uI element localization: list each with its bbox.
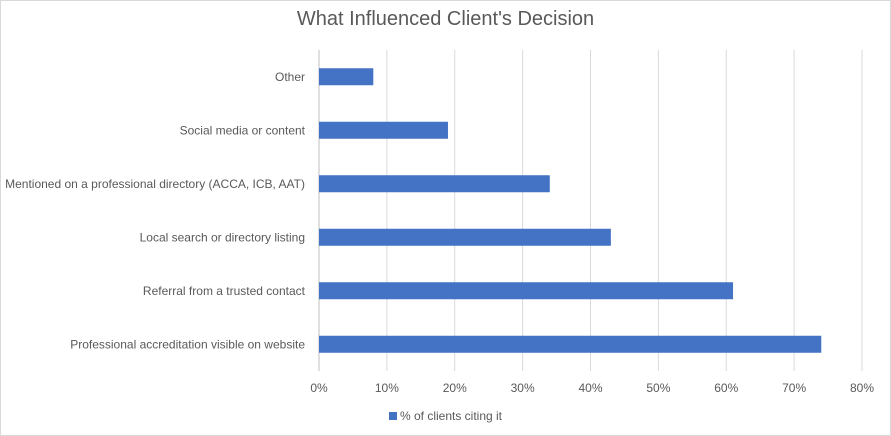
x-tick-label: 0% <box>310 381 328 395</box>
legend-label: % of clients citing it <box>399 409 503 423</box>
legend: % of clients citing it <box>0 409 891 423</box>
x-tick-label: 40% <box>578 381 602 395</box>
x-tick-label: 20% <box>443 381 467 395</box>
category-label: Local search or directory listing <box>140 230 305 244</box>
bar <box>319 335 822 353</box>
bar <box>319 228 611 246</box>
x-tick-label: 60% <box>714 381 738 395</box>
bar <box>319 121 448 139</box>
category-label: Social media or content <box>180 123 306 137</box>
x-tick-label: 30% <box>511 381 535 395</box>
bar <box>319 68 374 86</box>
x-tick-label: 50% <box>646 381 670 395</box>
x-tick-label: 80% <box>850 381 874 395</box>
category-label: Other <box>275 70 305 84</box>
x-tick-label: 10% <box>375 381 399 395</box>
x-tick-label: 70% <box>782 381 806 395</box>
bar <box>319 175 550 193</box>
legend-swatch <box>388 412 397 420</box>
category-label: Referral from a trusted contact <box>143 284 306 298</box>
category-label: Professional accreditation visible on we… <box>70 337 305 351</box>
chart-title: What Influenced Client's Decision <box>296 8 595 30</box>
category-label: Mentioned on a professional directory (A… <box>5 177 305 191</box>
bar <box>319 282 734 300</box>
